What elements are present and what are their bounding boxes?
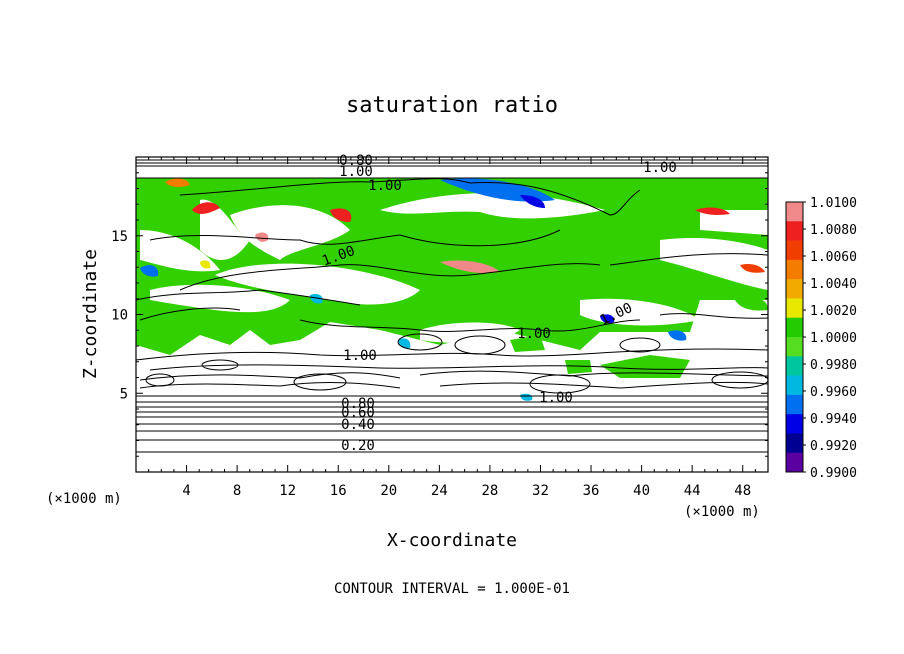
contour-label: 0.20: [341, 438, 375, 454]
contour-label: 1.00: [643, 160, 677, 176]
colorbar-label: 0.9940: [810, 412, 857, 427]
contour-label: 0.60: [341, 405, 375, 421]
x-unit-left: (×1000 m): [46, 491, 122, 507]
x-tick-label: 16: [330, 483, 347, 499]
x-tick-label: 24: [431, 483, 448, 499]
x-tick-label: 44: [684, 483, 701, 499]
x-tick-label: 40: [633, 483, 650, 499]
colorbar-label: 0.9900: [810, 466, 857, 481]
x-tick-label: 32: [532, 483, 549, 499]
colorbar-swatch: [786, 433, 803, 454]
humidity-field: [136, 178, 768, 401]
colorbar-swatch: [786, 279, 803, 299]
colorbar: 1.0100 1.0080 1.0060 1.0040 1.0020 1.0000 0.99…: [785, 196, 857, 481]
y-axis: 5 10 15: [111, 172, 768, 457]
x-tick-label: 4: [182, 483, 190, 499]
colorbar-swatch: [786, 202, 803, 222]
chart-title: saturation ratio: [346, 93, 558, 118]
colorbar-swatch: [786, 337, 803, 357]
colorbar-swatch: [786, 240, 803, 261]
x-tick-label: 28: [481, 483, 498, 499]
contour-lines: [135, 159, 769, 453]
y-tick-label: 5: [120, 386, 128, 402]
colorbar-swatch: [786, 375, 803, 396]
contour-label: 1.00: [517, 326, 551, 342]
colorbar-swatch: [786, 317, 803, 338]
colorbar-label: 1.0000: [810, 331, 857, 346]
colorbar-swatch: [786, 356, 803, 376]
contour-label: 1.00: [343, 348, 377, 364]
contour-label: 1.00: [339, 164, 373, 180]
y-tick-label: 15: [111, 229, 128, 245]
x-tick-label: 8: [233, 483, 241, 499]
colorbar-label: 1.0080: [810, 223, 857, 238]
contour-label: 1.00: [539, 390, 573, 406]
colorbar-label: 0.9920: [810, 439, 857, 454]
colorbar-label: 0.9960: [810, 385, 857, 400]
x-tick-label: 48: [734, 483, 751, 499]
colorbar-label: 1.0100: [810, 196, 857, 211]
contour-label: 1.00: [368, 178, 402, 194]
colorbar-label: 1.0020: [810, 304, 857, 319]
x-tick-label: 20: [380, 483, 397, 499]
colorbar-label: 1.0040: [810, 277, 857, 292]
x-axis: 4 8 12 16 20 24 28 32 36 40 44 48: [148, 157, 756, 499]
contour-interval-note: CONTOUR INTERVAL = 1.000E-01: [334, 581, 570, 597]
x-unit-right: (×1000 m): [684, 504, 760, 520]
colorbar-swatch: [786, 298, 803, 319]
x-tick-label: 12: [279, 483, 296, 499]
x-tick-label: 36: [583, 483, 600, 499]
colorbar-swatch: [786, 452, 803, 473]
x-axis-label: X-coordinate: [387, 530, 517, 551]
colorbar-swatch: [786, 221, 803, 241]
contour-label: 0.80: [341, 396, 375, 412]
colorbar-swatch: [786, 414, 803, 434]
colorbar-label: 1.0060: [810, 250, 857, 265]
y-axis-label: Z-coordinate: [80, 249, 101, 379]
colorbar-label: 0.9980: [810, 358, 857, 373]
colorbar-swatch: [786, 394, 803, 415]
colorbar-swatch: [786, 259, 803, 280]
contour-label: 0.40: [341, 417, 375, 433]
y-tick-label: 10: [111, 308, 128, 324]
